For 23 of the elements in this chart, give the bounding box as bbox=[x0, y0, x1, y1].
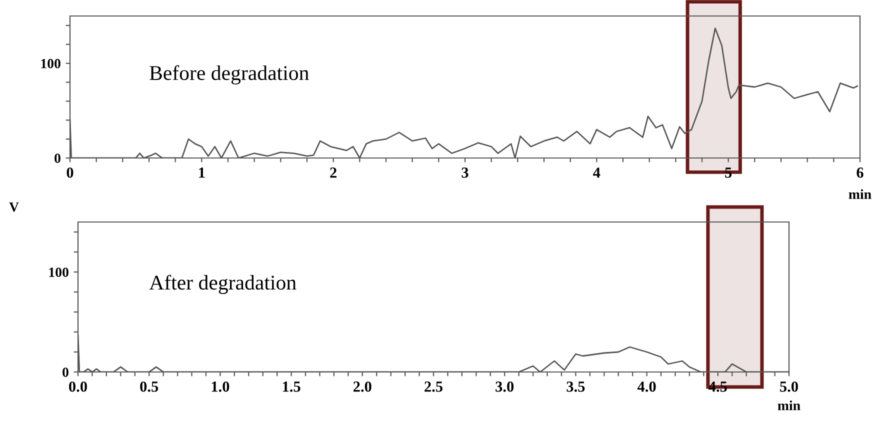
x-tick-label: 5.0 bbox=[780, 381, 798, 392]
x-axis-title: min bbox=[778, 400, 800, 410]
x-tick-label: 3.5 bbox=[566, 382, 585, 392]
annotation: After degradation bbox=[149, 274, 296, 294]
annotation: Before degradation bbox=[150, 65, 309, 84]
x-tick-label: 3.0 bbox=[496, 381, 514, 392]
x-tick-label: 0.5 bbox=[140, 381, 158, 392]
x-tick-label: 2.0 bbox=[353, 381, 372, 392]
x-tick-label: 1.0 bbox=[212, 381, 230, 392]
y-tick-label: 100 bbox=[41, 58, 60, 68]
y-tick-label: 100 bbox=[49, 268, 68, 277]
y-axis-title: V bbox=[9, 202, 19, 212]
x-tick-label: 4.0 bbox=[637, 381, 656, 392]
x-tick-label: 6 bbox=[856, 168, 864, 178]
x-tick-label: 3 bbox=[462, 168, 468, 178]
x-tick-label: 1.5 bbox=[282, 382, 300, 392]
x-tick-label: 2 bbox=[330, 168, 336, 178]
x-tick-label: 0.0 bbox=[69, 381, 87, 392]
x-tick-label: 1 bbox=[199, 168, 205, 178]
x-tick-label: 4 bbox=[593, 168, 600, 178]
y-tick-label: 0 bbox=[54, 154, 60, 163]
x-tick-label: 2.5 bbox=[424, 382, 442, 392]
x-axis-title: min bbox=[848, 189, 872, 199]
